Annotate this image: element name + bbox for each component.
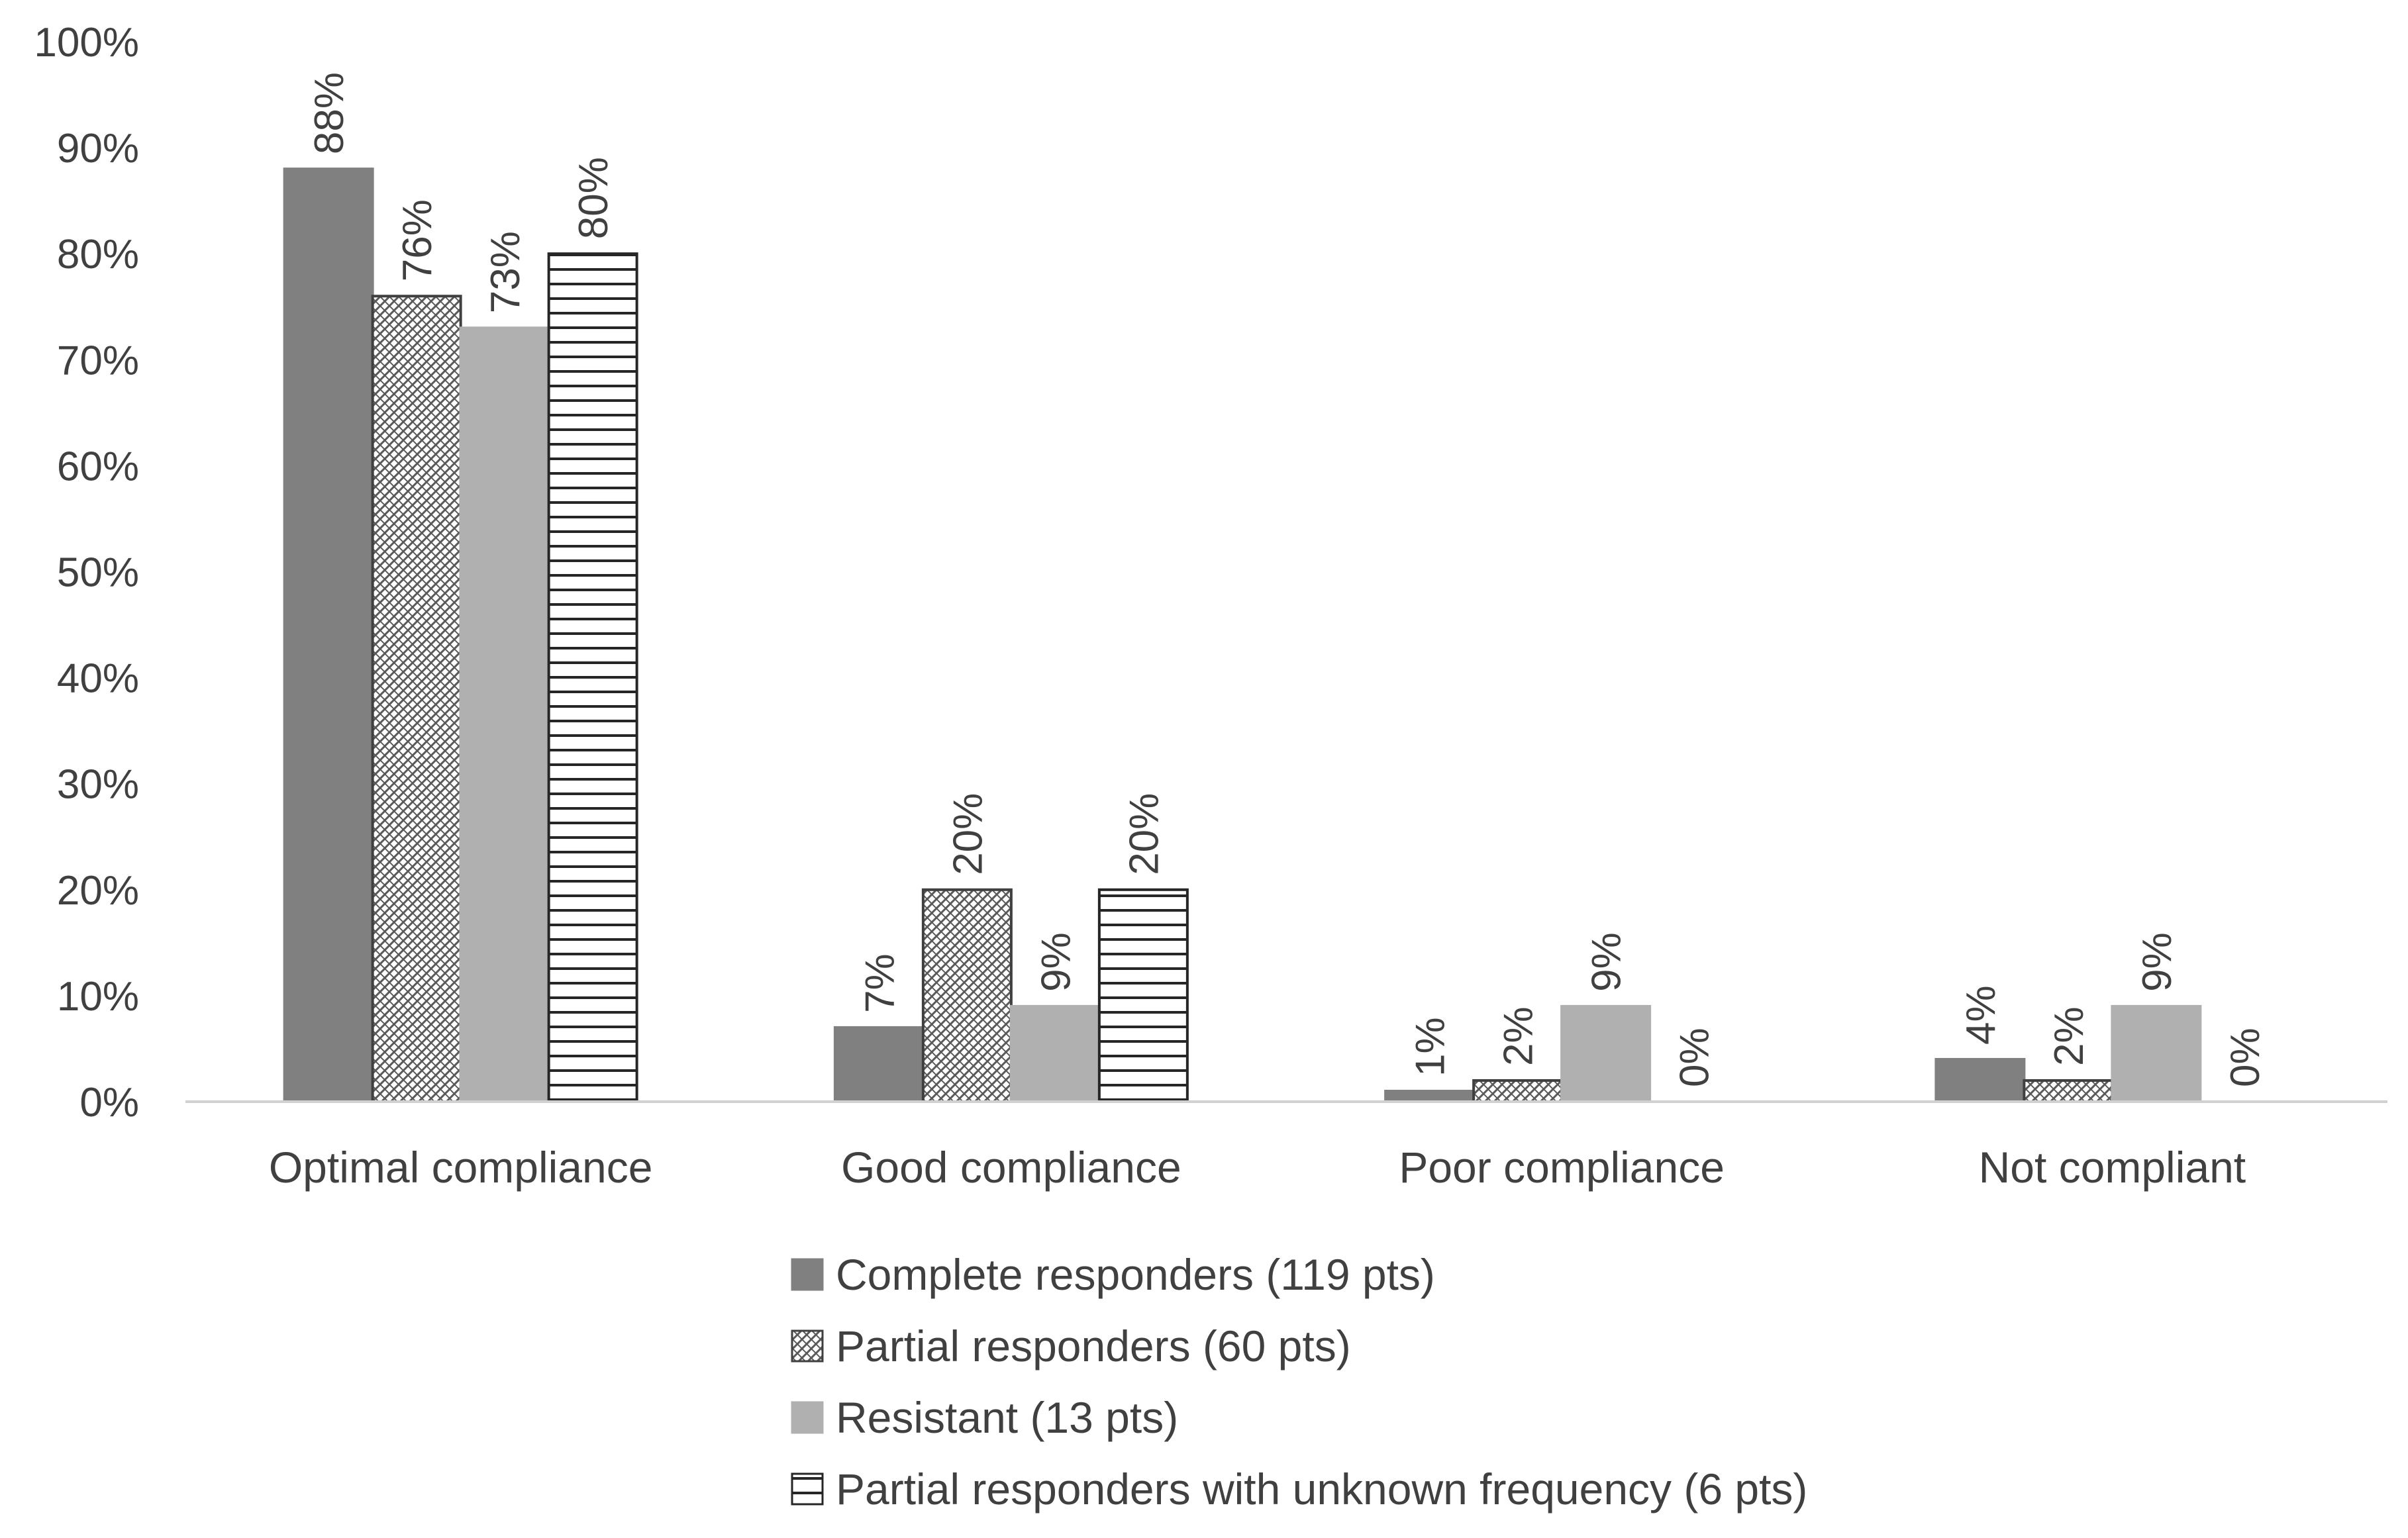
y-tick-label: 50%: [57, 550, 139, 596]
legend-label: Resistant (13 pts): [836, 1393, 1178, 1442]
legend-label: Partial responders with unknown frequenc…: [836, 1465, 1807, 1514]
y-tick-label: 0%: [79, 1080, 139, 1126]
bar: [371, 295, 462, 1103]
bar-data-label: 88%: [307, 72, 352, 154]
y-tick-label: 60%: [57, 444, 139, 489]
bar-data-label: 2%: [2046, 1006, 2092, 1066]
y-tick-label: 100%: [34, 20, 139, 66]
bar-data-label: 9%: [2134, 932, 2180, 992]
bar-data-label: 1%: [1408, 1017, 1454, 1077]
bar: [547, 252, 638, 1104]
y-tick-label: 20%: [57, 868, 139, 914]
bar-data-label: 20%: [1121, 793, 1167, 875]
bar: [2111, 1004, 2202, 1104]
legend-label: Partial responders (60 pts): [836, 1322, 1351, 1370]
bar-data-label: 76%: [395, 199, 440, 281]
legend-label: Complete responders (119 pts): [836, 1250, 1435, 1299]
legend-swatch: [791, 1472, 824, 1506]
bar: [1472, 1079, 1564, 1103]
legend-swatch: [791, 1401, 824, 1434]
x-category-label: Not compliant: [1979, 1143, 2246, 1192]
y-tick-label: 30%: [57, 762, 139, 808]
bar-data-label: 4%: [1958, 985, 2004, 1045]
y-tick-label: 70%: [57, 338, 139, 383]
y-axis: 0% 10% 20% 30% 40% 50% 60% 70% 80% 90% 100%: [34, 20, 139, 1126]
bar: [1097, 888, 1189, 1104]
bar: [2023, 1079, 2114, 1103]
data-labels: 88% 76% 73% 80% 7% 20% 9% 20% 1% 2% 9% 0% 4% 2% 9% 0%: [307, 72, 2268, 1087]
bar: [1934, 1057, 2026, 1103]
bars: [283, 168, 2202, 1104]
legend: Complete responders (119 pts) Partial res…: [791, 1250, 1807, 1514]
y-tick-label: 90%: [57, 126, 139, 171]
bar: [283, 168, 374, 1103]
bar-data-label: 0%: [2223, 1028, 2268, 1087]
bar: [459, 326, 550, 1103]
bar-data-label: 2%: [1496, 1006, 1542, 1066]
bar: [1384, 1089, 1476, 1103]
bar-data-label: 73%: [483, 231, 528, 313]
bar: [833, 1026, 925, 1104]
bar: [1560, 1004, 1652, 1104]
bar-data-label: 20%: [945, 793, 991, 875]
x-category-label: Optimal compliance: [269, 1143, 653, 1192]
bar-data-label: 9%: [1033, 932, 1079, 992]
bar-data-label: 9%: [1584, 932, 1630, 992]
bar: [921, 888, 1013, 1104]
legend-swatch: [791, 1258, 824, 1291]
y-tick-label: 10%: [57, 974, 139, 1020]
legend-swatch: [791, 1329, 824, 1363]
x-category-label: Poor compliance: [1399, 1143, 1725, 1192]
y-tick-label: 40%: [57, 656, 139, 702]
x-axis: Optimal compliance Good compliance Poor co…: [185, 1100, 2387, 1192]
bar: [1009, 1004, 1101, 1104]
bar-data-label: 80%: [571, 157, 617, 239]
y-tick-label: 80%: [57, 232, 139, 277]
bar-data-label: 7%: [857, 953, 903, 1013]
bar-data-label: 0%: [1672, 1028, 1718, 1087]
x-category-label: Good compliance: [841, 1143, 1181, 1192]
